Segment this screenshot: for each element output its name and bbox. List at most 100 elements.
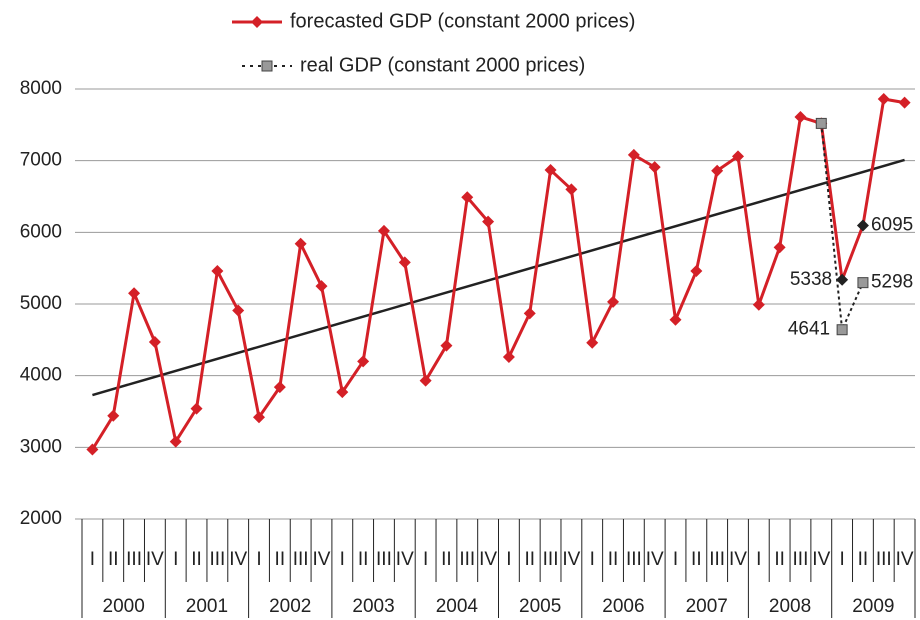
- x-tick-label: I: [839, 549, 844, 570]
- point: [482, 215, 495, 228]
- point: [523, 307, 536, 320]
- x-tick-label: II: [358, 549, 369, 570]
- year-label: 2005: [519, 596, 561, 617]
- x-tick-label: II: [858, 549, 869, 570]
- x-tick-label: IV: [313, 549, 331, 570]
- point: [398, 256, 411, 269]
- x-tick-label: IV: [812, 549, 830, 570]
- y-tick-label: 8000: [20, 78, 62, 99]
- x-tick-label: II: [774, 549, 785, 570]
- y-tick-label: 6000: [20, 221, 62, 242]
- y-tick-label: 2000: [20, 508, 62, 529]
- legend-text: forecasted GDP (constant 2000 prices): [290, 10, 635, 32]
- point: [169, 435, 182, 448]
- point: [669, 313, 682, 326]
- point: [148, 335, 161, 348]
- point: [711, 164, 724, 177]
- x-tick-label: I: [340, 549, 345, 570]
- data-label: 5338: [790, 269, 832, 290]
- point: [419, 374, 432, 387]
- point: [273, 381, 286, 394]
- point: [107, 409, 120, 422]
- point: [857, 277, 869, 289]
- point: [836, 273, 849, 286]
- x-tick-label: II: [441, 549, 452, 570]
- point: [336, 386, 349, 399]
- x-tick-label: III: [709, 549, 725, 570]
- x-tick-label: I: [756, 549, 761, 570]
- point: [815, 117, 827, 129]
- x-tick-label: I: [256, 549, 261, 570]
- point: [128, 287, 141, 300]
- x-tick-label: III: [876, 549, 892, 570]
- x-tick-label: II: [524, 549, 535, 570]
- x-tick-label: I: [506, 549, 511, 570]
- point: [607, 295, 620, 308]
- point: [836, 324, 848, 336]
- legend-marker: [261, 60, 273, 72]
- x-tick-label: II: [608, 549, 619, 570]
- point: [377, 224, 390, 237]
- x-tick-label: III: [543, 549, 559, 570]
- x-tick-label: III: [626, 549, 642, 570]
- x-tick-label: IV: [896, 549, 914, 570]
- x-tick-label: II: [691, 549, 702, 570]
- point: [898, 96, 911, 109]
- data-label: 4641: [788, 319, 830, 340]
- point: [294, 237, 307, 250]
- point: [440, 339, 453, 352]
- year-label: 2004: [436, 596, 479, 617]
- point: [565, 183, 578, 196]
- data-label: 6095: [871, 215, 913, 236]
- point: [794, 110, 807, 123]
- x-tick-label: IV: [396, 549, 414, 570]
- point: [253, 411, 266, 424]
- year-label: 2001: [186, 596, 228, 617]
- point: [461, 191, 474, 204]
- year-label: 2003: [352, 596, 394, 617]
- year-label: 2006: [602, 596, 644, 617]
- x-tick-label: III: [459, 549, 475, 570]
- year-label: 2008: [769, 596, 811, 617]
- point: [586, 336, 599, 349]
- x-tick-label: I: [673, 549, 678, 570]
- x-tick-label: I: [423, 549, 428, 570]
- point: [648, 161, 661, 174]
- data-label: 5298: [871, 272, 913, 293]
- x-tick-label: IV: [729, 549, 747, 570]
- year-label: 2007: [686, 596, 728, 617]
- x-tick-label: IV: [562, 549, 580, 570]
- point: [544, 163, 557, 176]
- point: [232, 304, 245, 317]
- year-label: 2002: [269, 596, 311, 617]
- point: [752, 298, 765, 311]
- x-tick-label: III: [793, 549, 809, 570]
- trend-line: [92, 158, 905, 397]
- series-line: [820, 123, 864, 334]
- x-tick-label: IV: [229, 549, 247, 570]
- x-tick-label: IV: [646, 549, 664, 570]
- x-tick-label: II: [275, 549, 286, 570]
- x-tick-label: II: [108, 549, 119, 570]
- legend-marker: [251, 16, 263, 28]
- legend-text: real GDP (constant 2000 prices): [300, 54, 585, 76]
- x-tick-label: IV: [479, 549, 497, 570]
- point: [690, 265, 703, 278]
- y-tick-label: 5000: [20, 293, 62, 314]
- x-tick-label: III: [126, 549, 142, 570]
- y-tick-label: 4000: [20, 365, 62, 386]
- year-label: 2009: [852, 596, 894, 617]
- point: [502, 351, 515, 364]
- point: [731, 150, 744, 163]
- x-tick-label: I: [173, 549, 178, 570]
- point: [86, 443, 99, 456]
- point: [627, 148, 640, 161]
- series-line: [91, 97, 905, 451]
- x-tick-label: III: [376, 549, 392, 570]
- point: [315, 280, 328, 293]
- y-tick-label: 7000: [20, 150, 62, 171]
- point: [357, 355, 370, 368]
- point: [211, 265, 224, 278]
- point: [856, 219, 869, 232]
